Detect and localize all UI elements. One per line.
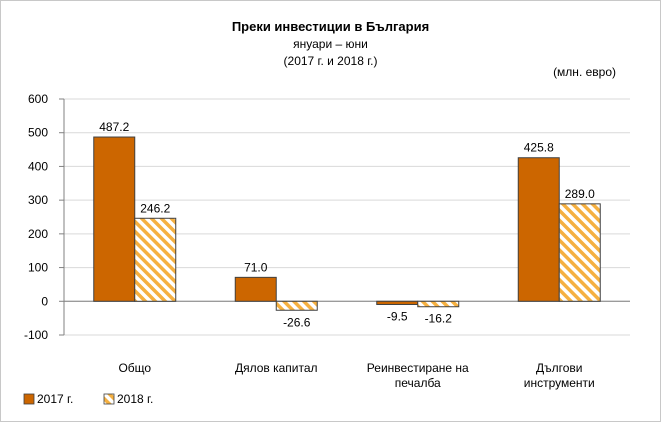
x-category-label: печалба <box>395 376 441 390</box>
bar-2018 <box>417 300 460 308</box>
data-label: 487.2 <box>99 120 129 134</box>
legend-swatch <box>103 393 115 405</box>
legend-swatch <box>23 393 35 405</box>
y-tick-label: 200 <box>28 227 48 241</box>
x-category-label: Реинвестиране на <box>367 361 469 375</box>
y-tick-label: 300 <box>28 193 48 207</box>
x-category-label: Общо <box>118 361 151 375</box>
bar-2017 <box>234 276 277 302</box>
data-label: -16.2 <box>425 312 453 326</box>
y-tick-label: 400 <box>28 159 48 173</box>
y-tick-label: 0 <box>41 294 48 308</box>
legend-label: 2018 г. <box>117 392 153 406</box>
bar-2018 <box>275 300 318 311</box>
data-label: -26.6 <box>283 315 311 329</box>
y-tick-label: 600 <box>28 92 48 106</box>
bar-2017 <box>376 300 419 305</box>
chart-subtitle: януари – юни <box>293 37 368 51</box>
data-label: -9.5 <box>387 309 408 323</box>
legend-label: 2017 г. <box>37 392 73 406</box>
unit-label: (млн. евро) <box>553 65 616 79</box>
x-category-label: Дялов капитал <box>235 361 318 375</box>
data-label: 71.0 <box>244 260 268 274</box>
bar-2017 <box>93 136 136 302</box>
bar-2017 <box>517 157 560 302</box>
data-label: 425.8 <box>524 141 554 155</box>
x-category-label: Дългови <box>536 361 583 375</box>
x-category-label: инструменти <box>524 376 595 390</box>
data-label: 289.0 <box>565 187 595 201</box>
chart-title: Преки инвестиции в България <box>231 19 430 34</box>
y-tick-label: 500 <box>28 126 48 140</box>
y-tick-label: 100 <box>28 261 48 275</box>
bar-2018 <box>558 203 601 302</box>
chart-period: (2017 г. и 2018 г.) <box>283 54 378 68</box>
y-tick-label: -100 <box>24 328 48 342</box>
data-label: 246.2 <box>140 201 170 215</box>
bar-2018 <box>134 217 177 302</box>
